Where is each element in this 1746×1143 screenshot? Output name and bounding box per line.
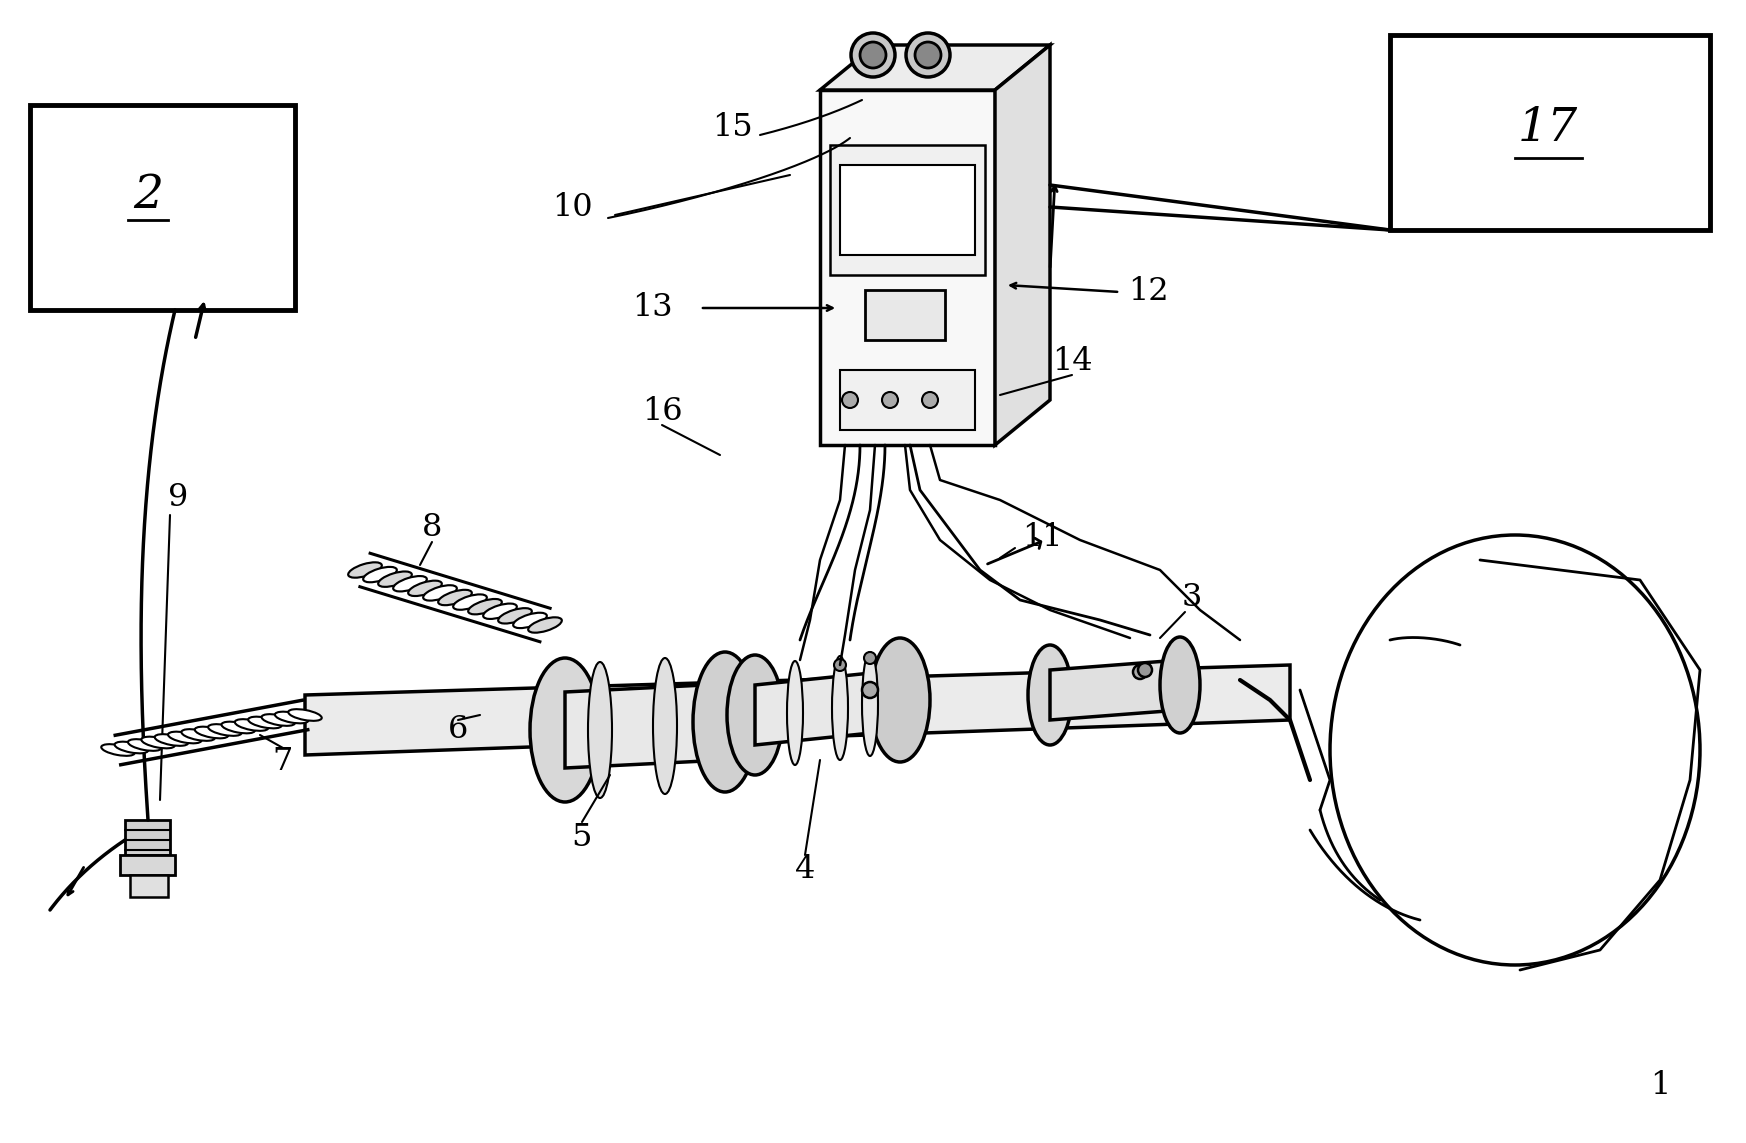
Polygon shape xyxy=(306,665,1290,756)
Ellipse shape xyxy=(484,604,517,620)
Text: 10: 10 xyxy=(552,192,592,224)
Circle shape xyxy=(835,660,847,671)
Ellipse shape xyxy=(529,617,562,633)
Ellipse shape xyxy=(863,652,878,756)
Ellipse shape xyxy=(168,732,201,743)
Text: 7: 7 xyxy=(272,746,293,777)
Ellipse shape xyxy=(141,737,175,749)
Circle shape xyxy=(850,33,896,77)
Ellipse shape xyxy=(196,727,229,738)
Circle shape xyxy=(1133,665,1147,679)
Ellipse shape xyxy=(115,742,148,753)
Text: 1: 1 xyxy=(1650,1070,1671,1101)
Ellipse shape xyxy=(1330,535,1701,965)
Text: 12: 12 xyxy=(1128,277,1168,307)
Circle shape xyxy=(842,392,857,408)
Ellipse shape xyxy=(726,655,782,775)
Circle shape xyxy=(906,33,950,77)
Ellipse shape xyxy=(379,572,412,586)
Ellipse shape xyxy=(531,658,601,802)
Text: 15: 15 xyxy=(712,112,753,144)
Polygon shape xyxy=(754,670,899,745)
Polygon shape xyxy=(995,45,1049,445)
Ellipse shape xyxy=(870,638,931,762)
Ellipse shape xyxy=(127,740,161,751)
Text: 13: 13 xyxy=(632,293,672,323)
Ellipse shape xyxy=(101,744,134,756)
Text: 11: 11 xyxy=(1021,522,1062,553)
Circle shape xyxy=(863,682,878,698)
Ellipse shape xyxy=(438,590,471,605)
Circle shape xyxy=(882,392,897,408)
Ellipse shape xyxy=(588,662,613,798)
Ellipse shape xyxy=(393,576,426,591)
Text: 6: 6 xyxy=(447,714,468,745)
Ellipse shape xyxy=(262,714,295,726)
Ellipse shape xyxy=(274,712,309,724)
Ellipse shape xyxy=(1159,637,1200,733)
Bar xyxy=(840,165,974,255)
Bar xyxy=(1390,35,1709,230)
Ellipse shape xyxy=(248,717,281,728)
Ellipse shape xyxy=(347,562,382,577)
Ellipse shape xyxy=(454,594,487,609)
Bar xyxy=(840,370,974,430)
Ellipse shape xyxy=(423,585,457,600)
Bar xyxy=(126,820,169,855)
Text: 14: 14 xyxy=(1051,346,1093,377)
Ellipse shape xyxy=(208,725,241,736)
Text: 16: 16 xyxy=(643,397,683,427)
Circle shape xyxy=(915,42,941,67)
Ellipse shape xyxy=(787,661,803,765)
Bar xyxy=(821,90,995,445)
Ellipse shape xyxy=(653,658,677,794)
Bar xyxy=(829,145,985,275)
Text: 4: 4 xyxy=(794,855,815,886)
Circle shape xyxy=(864,652,876,664)
Bar xyxy=(864,290,945,339)
Ellipse shape xyxy=(498,608,533,624)
Ellipse shape xyxy=(833,656,849,760)
Text: 9: 9 xyxy=(168,482,189,513)
Ellipse shape xyxy=(288,709,321,721)
Polygon shape xyxy=(1049,660,1180,720)
Text: 8: 8 xyxy=(423,512,442,544)
Circle shape xyxy=(1138,663,1152,677)
Ellipse shape xyxy=(513,613,546,629)
Text: 2: 2 xyxy=(133,173,162,217)
Ellipse shape xyxy=(693,652,758,792)
Ellipse shape xyxy=(468,599,501,614)
Text: 17: 17 xyxy=(1517,105,1578,151)
Polygon shape xyxy=(821,45,1049,90)
Text: 3: 3 xyxy=(1182,583,1203,614)
Bar xyxy=(30,105,295,310)
Ellipse shape xyxy=(1028,645,1072,745)
Ellipse shape xyxy=(363,567,396,582)
Ellipse shape xyxy=(234,719,269,730)
Text: 5: 5 xyxy=(571,823,592,854)
Ellipse shape xyxy=(409,581,442,596)
Ellipse shape xyxy=(222,721,255,734)
Polygon shape xyxy=(566,684,725,768)
Ellipse shape xyxy=(182,729,215,741)
Circle shape xyxy=(861,42,885,67)
Bar xyxy=(120,855,175,876)
Ellipse shape xyxy=(155,734,189,746)
Bar xyxy=(129,876,168,897)
Circle shape xyxy=(922,392,938,408)
